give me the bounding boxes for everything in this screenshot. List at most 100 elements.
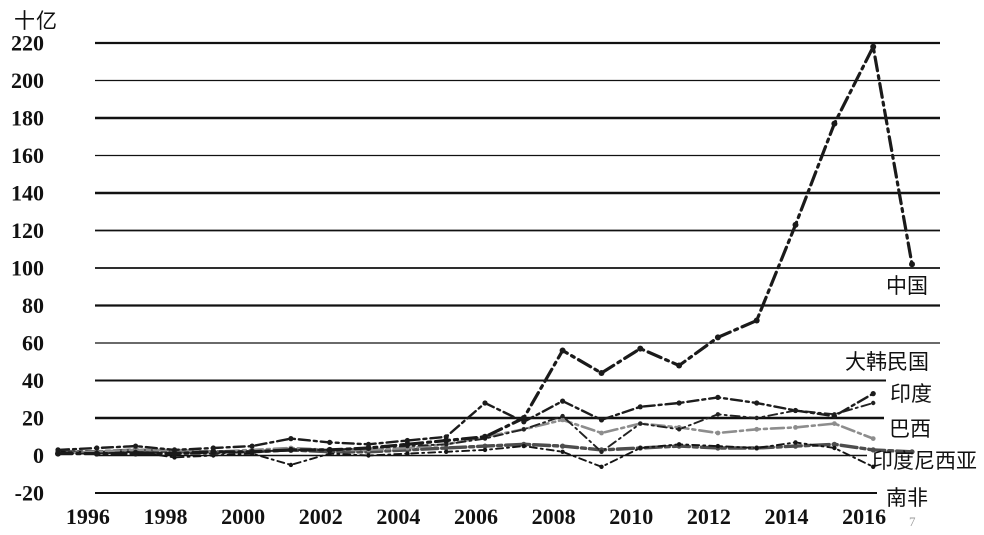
series-marker-中国	[753, 317, 760, 324]
series-label-印度: 印度	[890, 382, 932, 406]
series-marker-大韩民国	[327, 439, 333, 445]
series-marker-大韩民国	[792, 407, 799, 414]
series-marker-中国	[676, 362, 683, 369]
series-marker-中国	[520, 415, 527, 421]
series-marker-印度尼西亚	[444, 449, 449, 454]
series-marker-大韩民国	[482, 400, 488, 406]
y-tick-label-0: 0	[33, 443, 44, 468]
series-marker-印度尼西亚	[599, 464, 604, 469]
series-marker-印度	[599, 449, 604, 454]
series-marker-印度	[871, 400, 876, 406]
series-marker-印度	[715, 412, 721, 417]
series-marker-大韩民国	[754, 400, 760, 406]
series-marker-南非	[831, 441, 838, 447]
series-marker-中国	[249, 448, 256, 455]
series-marker-巴西	[870, 436, 876, 441]
series-marker-印度	[521, 427, 526, 432]
series-marker-巴西	[832, 421, 837, 426]
series-marker-中国	[171, 450, 178, 457]
series-label-大韩民国: 大韩民国	[845, 350, 929, 374]
x-tick-label-2006: 2006	[454, 504, 498, 529]
series-marker-中国	[132, 450, 139, 457]
y-tick-label-60: 60	[22, 331, 44, 356]
series-marker-印度尼西亚	[560, 449, 565, 454]
series-marker-中国	[792, 221, 799, 228]
series-marker-大韩民国	[94, 445, 100, 451]
x-tick-label-2002: 2002	[299, 504, 343, 529]
y-tick-label-100: 100	[11, 256, 44, 281]
y-tick-label-220: 220	[11, 31, 44, 56]
x-tick-label-2000: 2000	[221, 504, 265, 529]
series-label-印度尼西亚: 印度尼西亚	[872, 449, 977, 473]
series-marker-中国	[870, 43, 877, 50]
series-marker-中国	[55, 450, 61, 457]
series-marker-巴西	[599, 430, 604, 436]
x-tick-label-2012: 2012	[687, 504, 731, 529]
series-marker-印度尼西亚	[366, 453, 371, 458]
series-label-南非: 南非	[886, 486, 928, 510]
series-marker-中国	[287, 446, 294, 453]
series-marker-大韩民国	[560, 398, 566, 404]
series-marker-中国	[326, 446, 333, 453]
series-marker-印度尼西亚	[288, 462, 294, 468]
series-marker-大韩民国	[831, 413, 838, 419]
y-axis-unit-label: 十亿	[14, 9, 58, 33]
x-tick-label-1996: 1996	[66, 504, 110, 529]
y-tick-label-200: 200	[11, 68, 44, 93]
series-marker-中国	[365, 445, 372, 451]
series-marker-印度尼西亚	[482, 447, 488, 453]
y-tick-label-40: 40	[22, 368, 44, 393]
series-marker-大韩民国	[870, 391, 876, 397]
series-marker-印度尼西亚	[871, 464, 876, 469]
series-marker-南非	[909, 449, 915, 455]
x-tick-label-2008: 2008	[532, 504, 576, 529]
series-marker-南非	[560, 443, 566, 449]
series-marker-中国	[482, 433, 488, 440]
series-marker-印度	[754, 415, 759, 421]
series-marker-印度尼西亚	[832, 445, 837, 451]
y-tick-label-80: 80	[22, 293, 44, 318]
series-line-中国	[56, 45, 914, 456]
series-marker-大韩民国	[598, 417, 605, 423]
x-tick-label-2014: 2014	[765, 504, 809, 529]
x-tick-label-1998: 1998	[143, 504, 187, 529]
series-marker-巴西	[715, 430, 721, 436]
series-marker-中国	[714, 334, 721, 341]
series-marker-印度	[560, 413, 565, 419]
x-tick-label-2016: 2016	[842, 504, 886, 529]
series-marker-中国	[404, 441, 411, 448]
series-marker-巴西	[754, 426, 760, 432]
series-marker-大韩民国	[637, 404, 643, 410]
series-marker-南非	[792, 443, 799, 449]
series-marker-南非	[870, 447, 876, 453]
series-marker-中国	[93, 450, 100, 457]
series-marker-巴西	[560, 417, 565, 423]
series-marker-中国	[443, 437, 450, 444]
data-markers	[55, 43, 915, 469]
series-marker-大韩民国	[288, 436, 294, 442]
series-marker-印度尼西亚	[521, 443, 526, 449]
series-label-巴西: 巴西	[889, 417, 931, 441]
series-line-大韩民国	[56, 392, 875, 452]
series-line-印度尼西亚	[57, 441, 875, 468]
y-tick-label-180: 180	[11, 106, 44, 131]
series-marker-大韩民国	[676, 400, 682, 406]
series-marker-印度尼西亚	[676, 442, 682, 447]
series-marker-印度尼西亚	[754, 445, 759, 451]
series-marker-印度尼西亚	[638, 445, 643, 451]
y-tick-label--20: -20	[15, 481, 44, 506]
series-marker-印度	[676, 427, 682, 432]
series-marker-中国	[909, 261, 915, 268]
y-tick-label-140: 140	[11, 181, 44, 206]
series-marker-印度尼西亚	[715, 443, 721, 449]
series-marker-中国	[559, 347, 566, 354]
y-tick-label-120: 120	[11, 218, 44, 243]
series-marker-中国	[210, 448, 217, 455]
series-marker-南非	[482, 443, 488, 449]
series-marker-印度尼西亚	[793, 440, 798, 445]
series-marker-中国	[598, 370, 605, 376]
series-marker-印度	[638, 421, 643, 426]
series-marker-南非	[443, 445, 449, 451]
